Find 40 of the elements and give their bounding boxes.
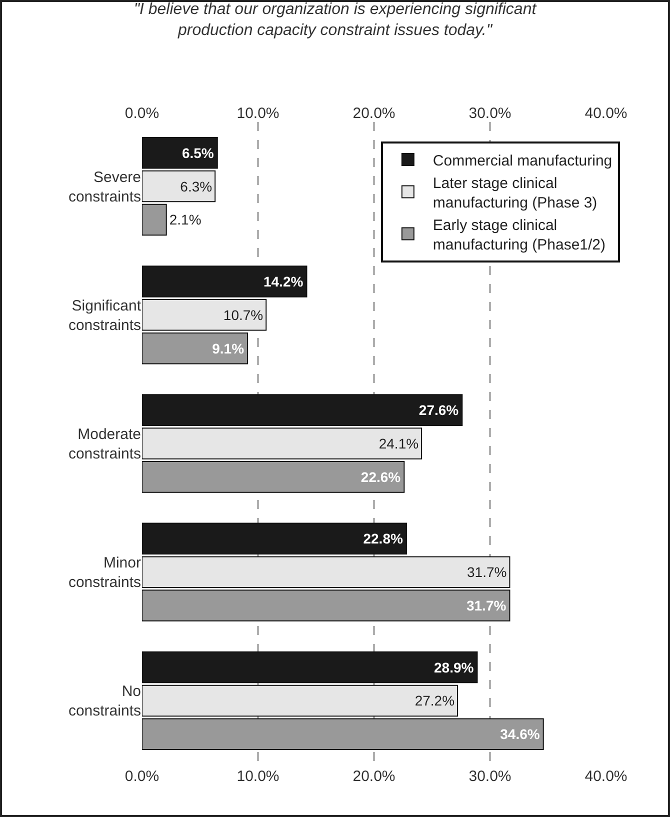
data-label: 2.1% — [169, 212, 202, 228]
y-tick-label: No constraints — [68, 683, 141, 720]
x2-tick-label: 40.0% — [584, 768, 628, 785]
data-label: 10.7% — [223, 306, 264, 323]
x-tick-label: 10.0% — [236, 105, 280, 122]
bar — [142, 718, 544, 750]
bar — [142, 204, 167, 236]
data-label: 6.5% — [182, 144, 214, 161]
x-tick-label: 30.0% — [468, 105, 512, 122]
data-label: 31.7% — [466, 598, 507, 614]
data-label: 6.3% — [180, 178, 212, 194]
data-label: 24.1% — [378, 436, 419, 452]
chart-title: "I believe that our organization is experiencing significant production capacity constraint issues today." — [134, 1, 537, 39]
y-tick-label: Minor constraints — [68, 554, 141, 592]
y-tick-label: Moderate constraints — [68, 426, 141, 462]
bar — [142, 651, 478, 684]
x-tick-label: 0.0% — [124, 105, 160, 122]
x-tick-label: 20.0% — [352, 105, 396, 122]
data-label: 28.9% — [434, 659, 474, 676]
y-tick-label: Significant constraints — [68, 297, 142, 334]
y-tick-label: Severe constraints — [68, 168, 141, 206]
bar — [142, 136, 218, 169]
data-label: 34.6% — [500, 726, 540, 742]
data-label: 27.6% — [418, 402, 460, 418]
x2-tick-label: 10.0% — [236, 768, 280, 785]
bar — [142, 170, 216, 202]
legend-label: Commercial manufacturing — [432, 152, 612, 170]
data-label: 22.8% — [363, 530, 404, 547]
data-label: 31.7% — [467, 564, 507, 580]
data-label: 14.2% — [263, 273, 304, 290]
x2-tick-label: 20.0% — [352, 768, 396, 785]
legend-label: Early stage clinical manufacturing (Phase1/2) — [432, 216, 606, 254]
data-label: 27.2% — [414, 692, 455, 709]
x-tick-label: 40.0% — [584, 105, 628, 122]
legend-label: Later stage clinical manufacturing (Phase 3) — [432, 174, 598, 212]
x2-tick-label: 30.0% — [468, 768, 512, 785]
bar — [142, 684, 458, 717]
data-label: 22.6% — [360, 468, 402, 485]
data-label: 9.1% — [212, 340, 245, 356]
x2-tick-label: 0.0% — [124, 768, 160, 785]
